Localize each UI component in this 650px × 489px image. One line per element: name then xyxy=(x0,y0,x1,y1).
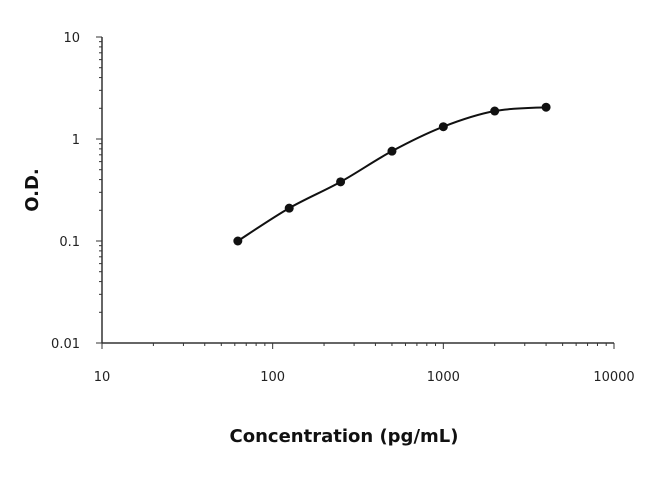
data-point xyxy=(438,122,448,132)
y-axis-title: O.D. xyxy=(22,168,43,212)
y-tick-label: 0.1 xyxy=(59,235,80,250)
data-point xyxy=(541,102,551,112)
fit-curve xyxy=(237,106,547,242)
axes xyxy=(101,37,614,344)
x-tick-label: 1000 xyxy=(427,370,460,385)
y-tick-label: 1 xyxy=(72,133,80,148)
curve-layer xyxy=(237,106,547,242)
data-point xyxy=(336,177,346,187)
x-tick-label: 10 xyxy=(94,370,111,385)
points-layer xyxy=(233,102,551,246)
data-point xyxy=(284,203,294,213)
ticks: 10 100 1000 10000 0.01 0.1 1 10 xyxy=(51,31,635,385)
x-axis-title: Concentration (pg/mL) xyxy=(230,426,459,447)
data-point xyxy=(233,236,243,246)
x-tick-label: 10000 xyxy=(593,370,634,385)
x-tick-label: 100 xyxy=(260,370,285,385)
y-tick-label: 0.01 xyxy=(51,337,80,352)
y-tick-label: 10 xyxy=(63,31,80,46)
data-point xyxy=(387,146,397,156)
data-point xyxy=(490,106,500,116)
